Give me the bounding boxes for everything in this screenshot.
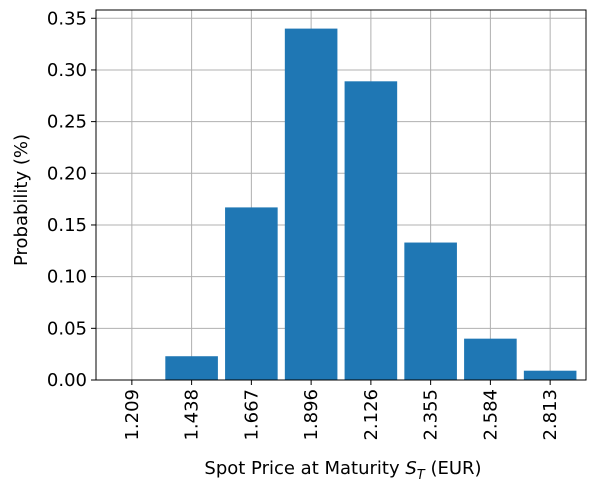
x-tick-label: 1.438 bbox=[182, 389, 203, 441]
x-tick-label: 2.355 bbox=[421, 389, 442, 441]
bar bbox=[165, 356, 218, 380]
x-tick-label: 1.209 bbox=[122, 389, 143, 441]
y-tick-label: 0.10 bbox=[47, 267, 87, 288]
bars bbox=[165, 28, 577, 380]
plot-area-frame bbox=[95, 9, 587, 381]
y-tick-label: 0.25 bbox=[47, 112, 87, 133]
bar bbox=[523, 370, 577, 380]
x-tick-label: 2.813 bbox=[540, 389, 561, 441]
y-tick-label: 0.15 bbox=[47, 215, 87, 236]
x-tick-label: 1.896 bbox=[301, 389, 322, 441]
x-axis-label-subscript: T bbox=[417, 468, 426, 483]
x-axis-label-text: Spot Price at Maturity bbox=[204, 458, 405, 479]
bar bbox=[344, 81, 398, 380]
x-axis-label: Spot Price at Maturity ST (EUR) bbox=[204, 458, 481, 483]
y-tick-label: 0.35 bbox=[47, 8, 87, 29]
y-axis-ticks: 0.00 0.05 0.10 0.15 0.20 0.25 0.30 0.35 bbox=[47, 8, 96, 391]
y-tick-label: 0.30 bbox=[47, 60, 87, 81]
bar bbox=[404, 242, 457, 380]
y-tick-label: 0.05 bbox=[47, 318, 87, 339]
grid-lines bbox=[96, 10, 586, 381]
x-tick-label: 1.667 bbox=[241, 389, 262, 441]
x-tick-label: 2.126 bbox=[361, 389, 382, 441]
x-tick-label: 2.584 bbox=[480, 389, 501, 441]
x-axis-ticks: 1.209 1.438 1.667 1.896 2.126 2.355 2.584 2.813 bbox=[122, 380, 561, 441]
x-axis-label-variable: S bbox=[405, 458, 416, 479]
bar bbox=[464, 338, 517, 380]
bar bbox=[225, 207, 278, 380]
y-axis-label: Probability (%) bbox=[11, 134, 32, 266]
bar bbox=[284, 28, 338, 380]
y-tick-label: 0.20 bbox=[47, 163, 87, 184]
x-axis-label-unit: (EUR) bbox=[425, 458, 482, 479]
y-tick-label: 0.00 bbox=[47, 370, 87, 391]
